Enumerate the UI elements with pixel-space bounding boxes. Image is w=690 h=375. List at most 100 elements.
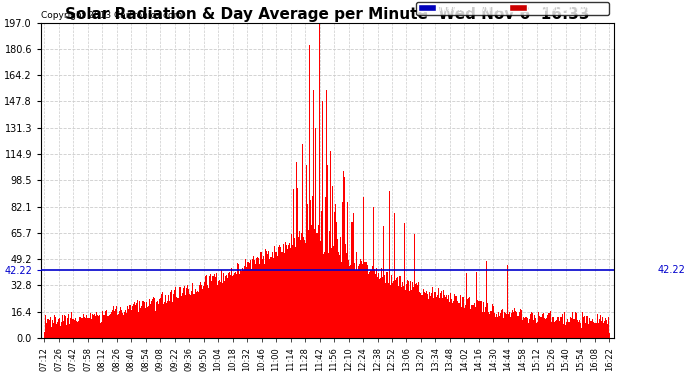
Bar <box>402 282 403 338</box>
Bar <box>445 297 446 338</box>
Bar <box>372 266 373 338</box>
Bar <box>296 162 297 338</box>
Bar <box>414 234 415 338</box>
Bar <box>166 303 167 338</box>
Bar <box>361 261 362 338</box>
Bar <box>229 272 230 338</box>
Bar <box>226 275 227 338</box>
Bar <box>224 281 225 338</box>
Bar <box>539 316 540 338</box>
Bar <box>480 301 481 338</box>
Bar <box>121 310 122 338</box>
Bar <box>268 251 269 338</box>
Bar <box>135 305 137 338</box>
Bar <box>263 256 264 338</box>
Bar <box>278 248 279 338</box>
Bar <box>504 312 505 338</box>
Bar <box>580 323 581 338</box>
Bar <box>297 188 298 338</box>
Bar <box>448 295 449 338</box>
Bar <box>219 282 221 338</box>
Bar <box>457 303 459 338</box>
Bar <box>465 305 466 338</box>
Bar <box>407 280 408 338</box>
Bar <box>411 290 412 338</box>
Bar <box>535 323 537 338</box>
Bar <box>93 315 94 338</box>
Bar <box>257 257 258 338</box>
Bar <box>49 320 50 338</box>
Bar <box>96 312 97 338</box>
Bar <box>275 252 276 338</box>
Bar <box>280 247 282 338</box>
Bar <box>90 314 91 338</box>
Bar <box>146 307 148 338</box>
Bar <box>299 231 300 338</box>
Bar <box>328 253 329 338</box>
Bar <box>267 254 268 338</box>
Bar <box>369 272 370 338</box>
Bar <box>264 264 265 338</box>
Bar <box>409 291 410 338</box>
Bar <box>110 312 112 338</box>
Bar <box>273 258 274 338</box>
Bar <box>210 274 211 338</box>
Bar <box>117 315 118 338</box>
Bar <box>443 290 444 338</box>
Bar <box>155 310 156 338</box>
Bar <box>208 288 209 338</box>
Bar <box>524 318 526 338</box>
Bar <box>463 297 464 338</box>
Bar <box>77 321 79 338</box>
Bar <box>432 287 433 338</box>
Bar <box>583 317 584 338</box>
Bar <box>514 308 515 338</box>
Bar <box>485 307 486 338</box>
Bar <box>192 284 193 338</box>
Bar <box>51 327 52 338</box>
Bar <box>534 315 535 338</box>
Bar <box>120 307 121 338</box>
Bar <box>300 240 301 338</box>
Bar <box>259 264 260 338</box>
Bar <box>252 259 253 338</box>
Bar <box>348 260 349 338</box>
Bar <box>399 276 400 338</box>
Bar <box>460 295 461 338</box>
Bar <box>329 231 330 338</box>
Bar <box>391 276 392 338</box>
Bar <box>47 319 48 338</box>
Bar <box>46 323 47 338</box>
Bar <box>156 302 157 338</box>
Bar <box>576 313 577 338</box>
Bar <box>478 301 479 338</box>
Bar <box>157 301 158 338</box>
Bar <box>326 90 327 338</box>
Bar <box>254 260 255 338</box>
Bar <box>124 312 125 338</box>
Bar <box>380 278 382 338</box>
Bar <box>343 171 344 338</box>
Bar <box>528 323 529 338</box>
Bar <box>62 315 63 338</box>
Bar <box>101 322 102 338</box>
Bar <box>196 292 197 338</box>
Bar <box>393 281 394 338</box>
Bar <box>97 315 98 338</box>
Bar <box>102 311 103 338</box>
Bar <box>359 260 361 338</box>
Bar <box>48 319 49 338</box>
Bar <box>175 287 177 338</box>
Bar <box>395 280 396 338</box>
Bar <box>315 128 317 338</box>
Bar <box>577 320 578 338</box>
Bar <box>599 319 600 338</box>
Bar <box>520 309 522 338</box>
Text: 42.22: 42.22 <box>658 265 686 275</box>
Bar <box>150 301 152 338</box>
Bar <box>164 302 165 338</box>
Bar <box>94 315 95 338</box>
Bar <box>152 297 154 338</box>
Bar <box>253 256 254 338</box>
Title: Solar Radiation & Day Average per Minute  Wed Nov 6  16:33: Solar Radiation & Day Average per Minute… <box>65 7 589 22</box>
